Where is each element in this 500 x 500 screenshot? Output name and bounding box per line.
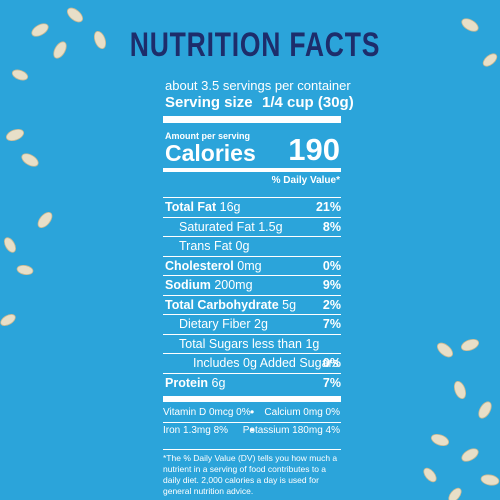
nutrient-row: Trans Fat 0g [163, 239, 341, 253]
rule [163, 294, 341, 296]
nutrient-amount: 0mg [237, 258, 262, 273]
nutrient-row: Saturated Fat 1.5g 8% [163, 220, 341, 234]
nutrient-dv: 8% [322, 219, 341, 234]
rule [163, 197, 341, 198]
serving-size-label: Serving size [165, 94, 253, 111]
nutrient-amount: 5g [282, 297, 297, 312]
rule [163, 236, 341, 237]
thick-rule [163, 116, 341, 123]
nutrient-dv: 9% [322, 278, 341, 292]
nutrient-dv: 2% [322, 297, 341, 312]
rule [163, 255, 341, 257]
vitamin: Iron 1.3mg 8% [163, 425, 229, 436]
rule [163, 314, 341, 315]
nutrient-row: Sodium 200mg 9% [163, 278, 341, 292]
nutrient-name: Cholesterol [165, 258, 234, 273]
thick-rule [163, 396, 341, 402]
nutrient-row: Includes 0g Added Sugars 0% [163, 356, 341, 370]
nutrient-name: Includes 0g Added Sugars [193, 356, 339, 370]
rule [163, 275, 341, 276]
nutrient-amount: less than 1g [251, 336, 320, 351]
nutrient-name: Trans Fat [179, 239, 233, 253]
calories-label: Calories [165, 140, 256, 166]
vitamin: Vitamin D 0mcg 0% [163, 407, 251, 418]
nutrient-amount: 200mg [214, 278, 253, 292]
nutrient-row: Dietary Fiber 2g 7% [163, 317, 341, 331]
servings: about 3.5 servings per container [165, 78, 351, 93]
nutrient-name: Total Fat [165, 200, 217, 214]
nutrient-row: Total Fat 16g 21% [163, 200, 341, 214]
nutrient-dv: 21% [315, 200, 341, 214]
nutrient-name: Total Sugars [179, 336, 249, 351]
nutrient-amount: 1.5g [258, 219, 283, 234]
bullet: • [250, 423, 255, 437]
nutrient-row: Cholesterol 0mg 0% [163, 259, 341, 273]
title: NUTRITION FACTS [129, 26, 381, 64]
nutrient-name: Saturated Fat [179, 219, 255, 234]
nutrient-name: Protein [165, 375, 209, 390]
vitamin: Potassium 180mg 4% [242, 425, 340, 436]
rule [163, 422, 341, 423]
rule [163, 333, 341, 335]
nutrient-dv: 7% [322, 375, 341, 390]
rule [163, 449, 341, 450]
nutrient-amount: 16g [219, 200, 241, 214]
vitamin: Calcium 0mg 0% [264, 407, 340, 418]
rule [163, 353, 341, 354]
nutrient-dv: 0% [322, 356, 341, 370]
nutrient-row: Total Carbohydrate 5g 2% [163, 298, 341, 312]
dv-header: % Daily Value* [271, 175, 340, 186]
nutrient-amount: 6g [211, 375, 226, 390]
nutrient-row: Total Sugars less than 1g [163, 337, 341, 351]
rule [163, 216, 341, 218]
rule [163, 372, 341, 374]
nutrient-dv: 7% [322, 317, 341, 331]
footnote: *The % Daily Value (DV) tells you how mu… [163, 453, 338, 496]
amount-per-serving: Amount per serving [165, 131, 251, 141]
serving-size-value: 1/4 cup (30g) [262, 94, 354, 111]
nutrient-dv: 0% [322, 258, 341, 273]
nutrient-name: Sodium [165, 278, 211, 292]
nutrient-amount: 0g [235, 239, 250, 253]
nutrient-amount: 2g [254, 317, 268, 331]
bullet: • [250, 405, 255, 419]
nutrient-name: Total Carbohydrate [165, 297, 279, 312]
nutrient-name: Dietary Fiber [179, 317, 251, 331]
calories-value: 190 [288, 132, 340, 167]
medium-rule [163, 168, 341, 172]
nutrient-row: Protein 6g 7% [163, 376, 341, 390]
